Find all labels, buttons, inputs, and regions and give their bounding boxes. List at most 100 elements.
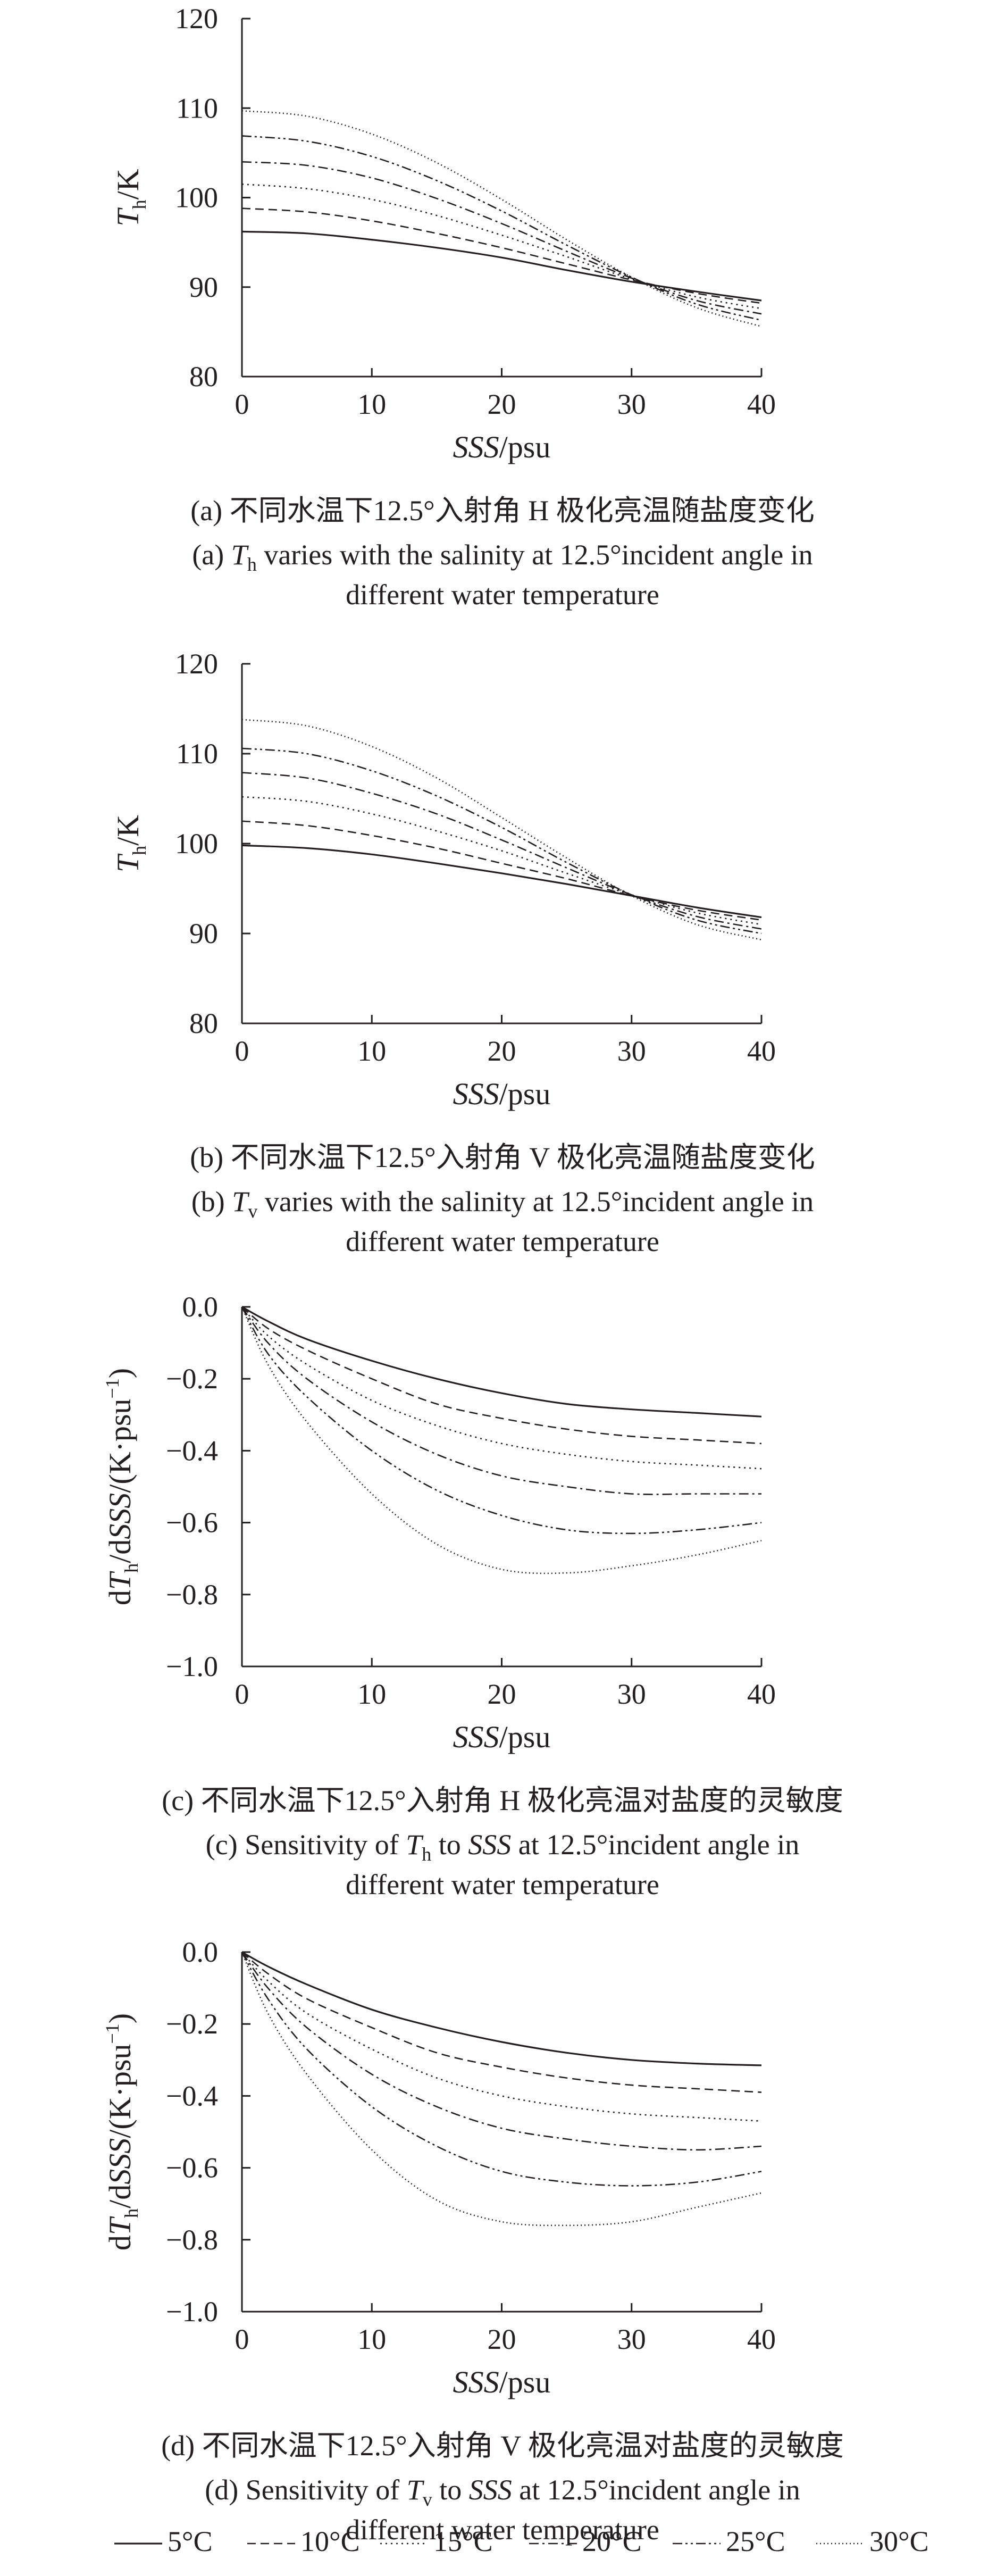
series-line-5c: [241, 1306, 762, 1418]
legend-label: 25°C: [726, 2525, 785, 2557]
y-axis-title: dTh/dSSS/(K·psu−1): [102, 1368, 142, 1605]
series-line-5c: [241, 844, 762, 919]
x-tick-label: 40: [747, 1035, 776, 1067]
x-tick-label: 10: [357, 388, 386, 420]
legend-item-25c: 25°C: [673, 2525, 785, 2557]
x-tick-label: 30: [617, 1678, 646, 1710]
y-tick-label: −1.0: [166, 1650, 218, 1682]
legend-label: 15°C: [433, 2525, 493, 2557]
x-tick-label: 30: [617, 388, 646, 420]
y-tick-label: −0.6: [166, 2152, 218, 2184]
caption-en-line1: (a) Th varies with the salinity at 12.5°…: [192, 539, 813, 575]
y-tick-label: 120: [175, 648, 218, 680]
x-tick-label: 40: [747, 388, 776, 420]
x-tick-label: 10: [357, 2323, 386, 2355]
caption-cn: (d) 不同水温下12.5°入射角 V 极化亮温对盐度的灵敏度: [161, 2430, 844, 2462]
legend-item-5c: 5°C: [114, 2525, 213, 2557]
y-tick-label: −0.8: [166, 1579, 218, 1611]
y-tick-label: −0.4: [166, 2080, 218, 2112]
y-tick-label: −0.2: [166, 1363, 218, 1395]
legend-label: 5°C: [168, 2525, 213, 2557]
series-line-15c: [241, 1952, 762, 2122]
series-line-20c: [241, 1952, 762, 2151]
series-line-25c: [241, 135, 762, 321]
y-tick-label: 80: [189, 361, 218, 393]
series-line-10c: [241, 207, 762, 304]
x-tick-label: 20: [488, 2323, 516, 2355]
x-tick-label: 10: [357, 1678, 386, 1710]
y-axis-title: Th/K: [111, 815, 150, 872]
caption-en-line1: (b) Tv varies with the salinity at 12.5°…: [191, 1186, 814, 1222]
legend-item-15c: 15°C: [380, 2525, 493, 2557]
y-tick-label: 120: [175, 3, 218, 35]
legend: 5°C 10°C 15°C 20°C 25°C 30°C: [114, 2525, 929, 2557]
x-tick-label: 0: [235, 388, 249, 420]
chart-panel-c: −1.0 −0.8 −0.6 −0.4 −0.2 0.0 0 10 20 30 40 SSS/psu d…: [102, 1291, 843, 1900]
legend-label: 30°C: [869, 2525, 929, 2557]
series-line-25c: [241, 1306, 762, 1535]
caption-cn: (c) 不同水温下12.5°入射角 H 极化亮温对盐度的灵敏度: [162, 1785, 843, 1816]
x-tick-label: 20: [488, 1678, 516, 1710]
legend-label: 10°C: [300, 2525, 360, 2557]
series-line-10c: [241, 1306, 762, 1445]
y-tick-label: 90: [189, 271, 218, 303]
series-line-25c: [241, 1952, 762, 2187]
caption-en-line2: different water temperature: [346, 579, 659, 611]
caption-cn: (b) 不同水温下12.5°入射角 V 极化亮温随盐度变化: [190, 1141, 815, 1173]
x-tick-label: 20: [488, 1035, 516, 1067]
series-line-30c: [241, 1306, 762, 1574]
series-line-20c: [241, 772, 762, 930]
caption-en-line1: (d) Sensitivity of Tv to SSS at 12.5°inc…: [205, 2474, 800, 2510]
x-tick-label: 10: [357, 1035, 386, 1067]
series-line-15c: [241, 1306, 762, 1470]
y-tick-label: −0.2: [166, 2008, 218, 2040]
caption-en-line2: different water temperature: [346, 2514, 659, 2546]
y-tick-label: 110: [176, 92, 218, 124]
x-axis-title: SSS/psu: [453, 430, 551, 464]
y-axis-title: Th/K: [111, 169, 150, 226]
x-tick-label: 30: [617, 2323, 646, 2355]
caption-en-line1: (c) Sensitivity of Th to SSS at 12.5°inc…: [206, 1829, 799, 1865]
series-line-15c: [241, 184, 762, 310]
series-line-10c: [241, 1952, 762, 2093]
y-axis-title: dTh/dSSS/(K·psu−1): [102, 2013, 142, 2250]
caption-en-line2: different water temperature: [346, 1869, 659, 1900]
x-tick-label: 30: [617, 1035, 646, 1067]
x-axis-title: SSS/psu: [453, 1077, 551, 1111]
y-tick-label: 110: [176, 738, 218, 770]
chart-panel-a: 80 90 100 110 120 0 10 20 30 40 SSS/psu Th/K (a) 不同水…: [111, 3, 815, 611]
x-tick-label: 40: [747, 2323, 776, 2355]
y-tick-label: 100: [175, 828, 218, 860]
x-tick-label: 0: [235, 2323, 249, 2355]
y-tick-label: −0.6: [166, 1507, 218, 1539]
x-tick-label: 20: [488, 388, 516, 420]
x-axis-title: SSS/psu: [453, 2365, 551, 2399]
legend-label: 20°C: [582, 2525, 642, 2557]
series-line-30c: [241, 719, 762, 941]
y-tick-label: 0.0: [182, 1291, 219, 1323]
x-tick-label: 0: [235, 1678, 249, 1710]
series-line-25c: [241, 747, 762, 935]
y-tick-label: 100: [175, 182, 218, 214]
x-axis-title: SSS/psu: [453, 1720, 551, 1754]
y-tick-label: 80: [189, 1007, 218, 1039]
legend-item-30c: 30°C: [816, 2525, 929, 2557]
y-tick-label: −1.0: [166, 2296, 218, 2328]
series-line-5c: [241, 1951, 762, 2066]
y-tick-label: −0.4: [166, 1435, 218, 1466]
chart-panel-d: −1.0 −0.8 −0.6 −0.4 −0.2 0.0 0 10 20 30 40 SSS/psu d…: [102, 1936, 844, 2546]
series-line-5c: [241, 230, 762, 302]
y-tick-label: 0.0: [182, 1936, 219, 1968]
series-line-20c: [241, 1306, 761, 1495]
series-line-10c: [241, 820, 762, 921]
series-line-15c: [241, 796, 762, 926]
caption-en-line2: different water temperature: [346, 1226, 659, 1257]
legend-item-10c: 10°C: [247, 2525, 360, 2557]
y-tick-label: −0.8: [166, 2224, 218, 2256]
x-tick-label: 0: [235, 1035, 249, 1067]
series-line-20c: [241, 161, 762, 315]
caption-cn: (a) 不同水温下12.5°入射角 H 极化亮温随盐度变化: [190, 495, 815, 527]
chart-panel-b: 80 90 100 110 120 0 10 20 30 40 SSS/psu Th/K (b) 不同水…: [111, 648, 815, 1257]
